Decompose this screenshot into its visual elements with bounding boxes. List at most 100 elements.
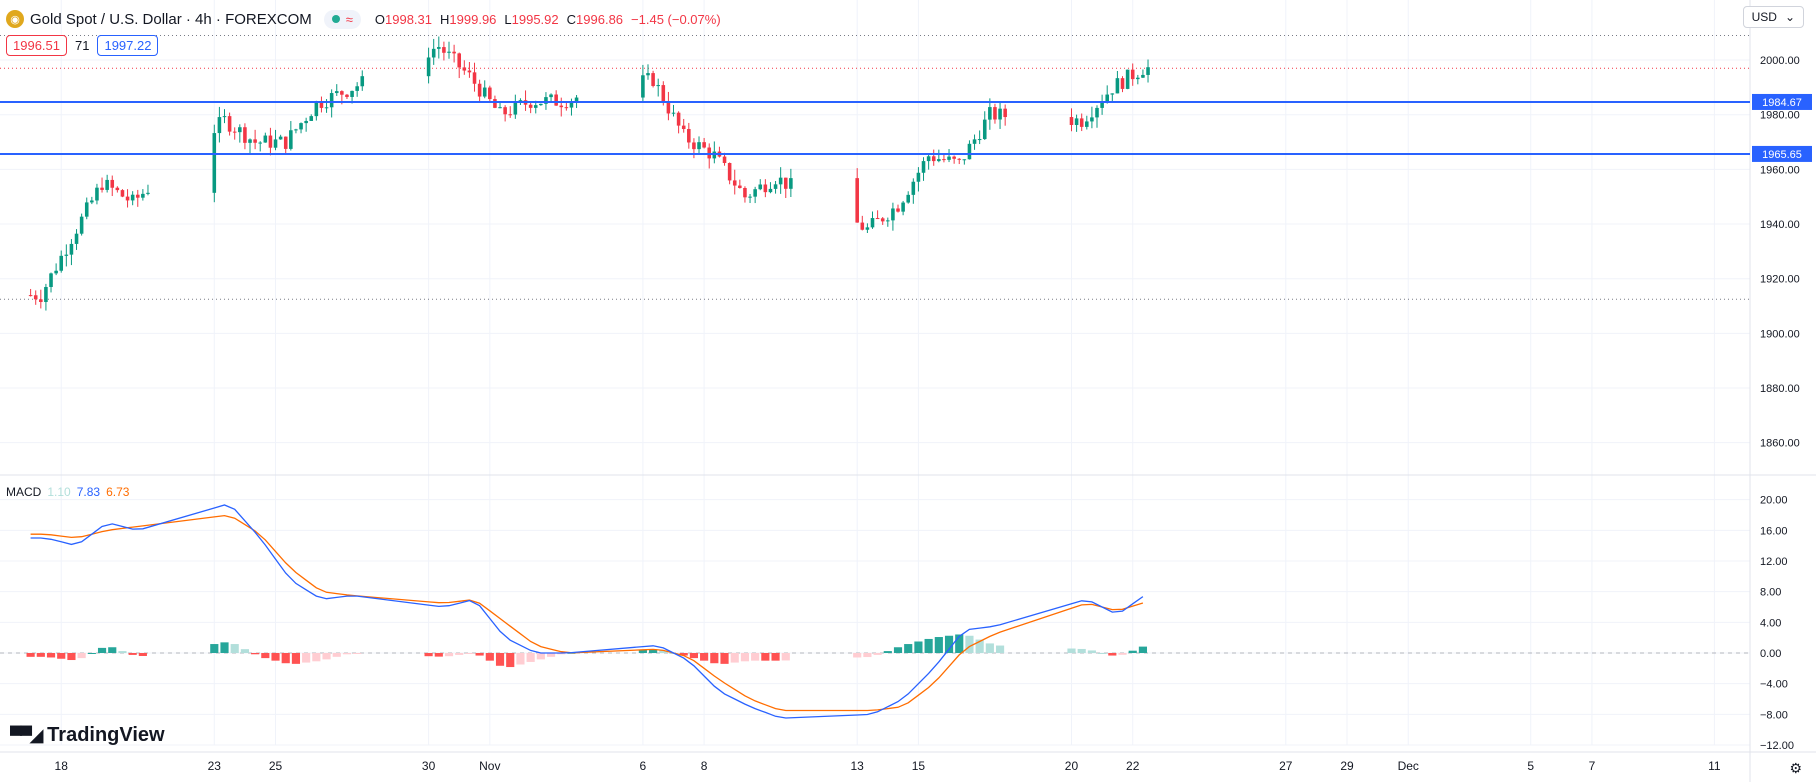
candle-body (886, 220, 890, 222)
candle-body (452, 51, 456, 54)
candle-body (921, 161, 926, 173)
candle-body (574, 97, 579, 102)
candle-body (299, 123, 303, 130)
macd-histogram-bar (893, 647, 903, 653)
macd-histogram-bar (506, 653, 515, 668)
chart-header: ◉ Gold Spot / U.S. Dollar · 4h · FOREXCO… (6, 8, 729, 30)
candle-body (360, 76, 365, 87)
gear-icon[interactable]: ⚙ (1789, 760, 1802, 776)
candle-body (462, 67, 467, 71)
macd-histogram-bar (934, 637, 943, 653)
candle-body (789, 178, 793, 189)
macd-histogram-bar (342, 653, 352, 655)
candle-body (105, 179, 109, 190)
candle-body (712, 151, 717, 159)
candle-body (692, 142, 696, 150)
macd-histogram-bar (261, 653, 270, 659)
ohlc-low: L1995.92 (504, 11, 559, 27)
x-tick-label: 23 (208, 759, 222, 773)
macd-histogram-bar (67, 653, 76, 661)
candle-body (1146, 67, 1150, 75)
candle-body (59, 255, 64, 271)
macd-y-tick-label: 20.00 (1760, 495, 1788, 507)
candle-body (661, 85, 666, 102)
macd-histogram-bar (291, 653, 301, 664)
currency-label: USD (1751, 10, 1777, 24)
candle-body (28, 295, 33, 297)
level-price-tag (1752, 145, 1812, 162)
candle-body (1085, 121, 1089, 127)
macd-y-tick-label: 0.00 (1760, 648, 1781, 660)
macd-histogram-bar (36, 653, 45, 657)
candle-body (544, 97, 548, 104)
candle-body (743, 188, 747, 198)
candle-body (283, 136, 288, 149)
candle-body (952, 156, 956, 159)
candle-body (79, 216, 84, 234)
candle-body (477, 83, 482, 97)
candle-body (727, 163, 732, 181)
x-tick-label: 11 (1708, 759, 1721, 773)
y-tick-label: 1980.00 (1760, 110, 1800, 122)
candle-body (1090, 117, 1094, 122)
candle-body (263, 135, 268, 143)
macd-histogram-bar (720, 653, 729, 664)
x-tick-label: 7 (1589, 759, 1596, 773)
x-tick-label: 5 (1527, 759, 1534, 773)
macd-histogram-bar (863, 653, 872, 658)
currency-selector[interactable]: USD ⌄ (1742, 6, 1804, 28)
brand-label: TradingView (47, 724, 165, 746)
macd-histogram-bar (1128, 650, 1137, 653)
candle-body (212, 133, 217, 193)
candle-body (559, 105, 564, 108)
candle-body (278, 136, 283, 140)
macd-histogram-bar (434, 653, 443, 657)
sell-price-button[interactable]: 1996.51 (6, 35, 67, 56)
candle-body (74, 233, 79, 244)
candle-body (931, 156, 936, 162)
buy-price-button[interactable]: 1997.22 (97, 35, 159, 56)
symbol-title[interactable]: Gold Spot / U.S. Dollar · 4h · FOREXCOM (30, 10, 312, 28)
candle-body (937, 159, 941, 162)
macd-histogram-bar (240, 649, 249, 653)
macd-legend[interactable]: MACD 1.10 7.83 6.73 (6, 485, 129, 499)
macd-histogram-bar (730, 653, 739, 663)
candle-body (671, 112, 676, 114)
candle-body (488, 87, 492, 100)
candle-body (1069, 117, 1074, 125)
candle-body (115, 187, 120, 191)
candle-body (855, 178, 859, 223)
candle-body (146, 192, 150, 194)
x-tick-label: 13 (851, 759, 865, 773)
candle-body (687, 129, 691, 143)
candle-body (340, 91, 344, 95)
market-status-pill[interactable]: ≈ (323, 9, 361, 29)
macd-y-tick-label: 12.00 (1760, 556, 1788, 568)
candle-body (1110, 93, 1115, 95)
candle-body (666, 101, 671, 114)
macd-histogram-bar (46, 653, 56, 658)
macd-histogram-bar (465, 653, 474, 654)
candle-body (253, 139, 257, 143)
candle-body (906, 194, 911, 203)
candle-body (891, 208, 895, 221)
candle-body (942, 159, 946, 161)
candle-body (1003, 108, 1007, 118)
candle-body (1100, 102, 1104, 108)
macd-histogram-bar (975, 639, 984, 653)
candle-body (309, 116, 314, 121)
x-tick-label: 18 (55, 759, 69, 773)
macd-histogram-bar (944, 635, 954, 653)
candle-body (982, 119, 987, 140)
candle-body (870, 218, 875, 228)
macd-signal-line (30, 514, 1144, 712)
candle-body (1079, 118, 1084, 127)
candle-body (773, 184, 778, 189)
macd-histogram-bar (322, 653, 331, 660)
tradingview-logo[interactable]: ▀▀◢ TradingView (10, 724, 165, 747)
candle-body (431, 48, 436, 58)
macd-histogram-bar (138, 653, 147, 656)
candle-body (329, 93, 334, 108)
candle-body (482, 87, 487, 97)
